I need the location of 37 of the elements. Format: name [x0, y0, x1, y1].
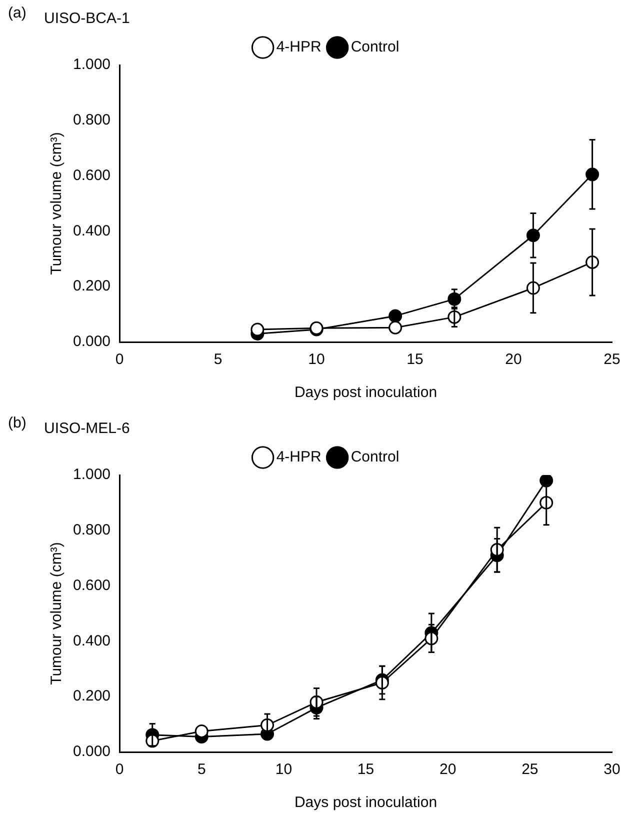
- x-tick-label: 20: [440, 761, 456, 778]
- x-axis-title: Days post inoculation: [294, 384, 438, 402]
- y-tick-label: 0.000: [72, 743, 111, 760]
- x-tick-label: 0: [115, 761, 124, 778]
- x-tick-label: 10: [275, 761, 292, 778]
- y-tick-label: 0.600: [72, 576, 111, 594]
- y-tick-label: 0.400: [72, 222, 111, 240]
- x-tick-label: 15: [406, 351, 424, 368]
- legend-label: Control: [350, 38, 400, 56]
- y-tick-label: 0.200: [72, 278, 111, 295]
- x-axis-title: Days post inoculation: [294, 794, 438, 812]
- x-tick-label: 25: [522, 761, 538, 778]
- legend-label: 4-HPR: [276, 448, 322, 466]
- x-tick-label: 5: [214, 351, 222, 368]
- y-tick-label: 0.600: [72, 166, 111, 184]
- y-tick-label: 1.000: [72, 466, 111, 484]
- y-tick-label: 0.000: [72, 333, 111, 350]
- y-tick-label: 0.400: [72, 632, 111, 650]
- y-tick-label: 0.800: [72, 522, 111, 539]
- legend-label: Control: [350, 448, 400, 466]
- chart-title: UISO-MEL-6: [44, 420, 130, 438]
- x-tick-label: 10: [308, 351, 325, 368]
- y-tick-label: 0.200: [72, 688, 111, 705]
- text: (b): [8, 414, 26, 432]
- x-tick-label: 25: [604, 351, 620, 368]
- x-tick-label: 0: [115, 351, 124, 368]
- x-tick-label: 5: [197, 761, 206, 778]
- y-tick-label: 1.000: [72, 56, 111, 74]
- chart-title: UISO-BCA-1: [44, 10, 130, 28]
- x-tick-label: 15: [357, 761, 374, 778]
- y-axis-title: Tumour volume (cm³): [48, 132, 66, 275]
- y-tick-label: 0.800: [72, 112, 111, 129]
- text: (a): [8, 4, 26, 22]
- legend-label: 4-HPR: [276, 38, 322, 56]
- x-tick-label: 20: [505, 351, 522, 368]
- y-axis-title: Tumour volume (cm³): [48, 542, 66, 685]
- x-tick-label: 30: [604, 761, 620, 778]
